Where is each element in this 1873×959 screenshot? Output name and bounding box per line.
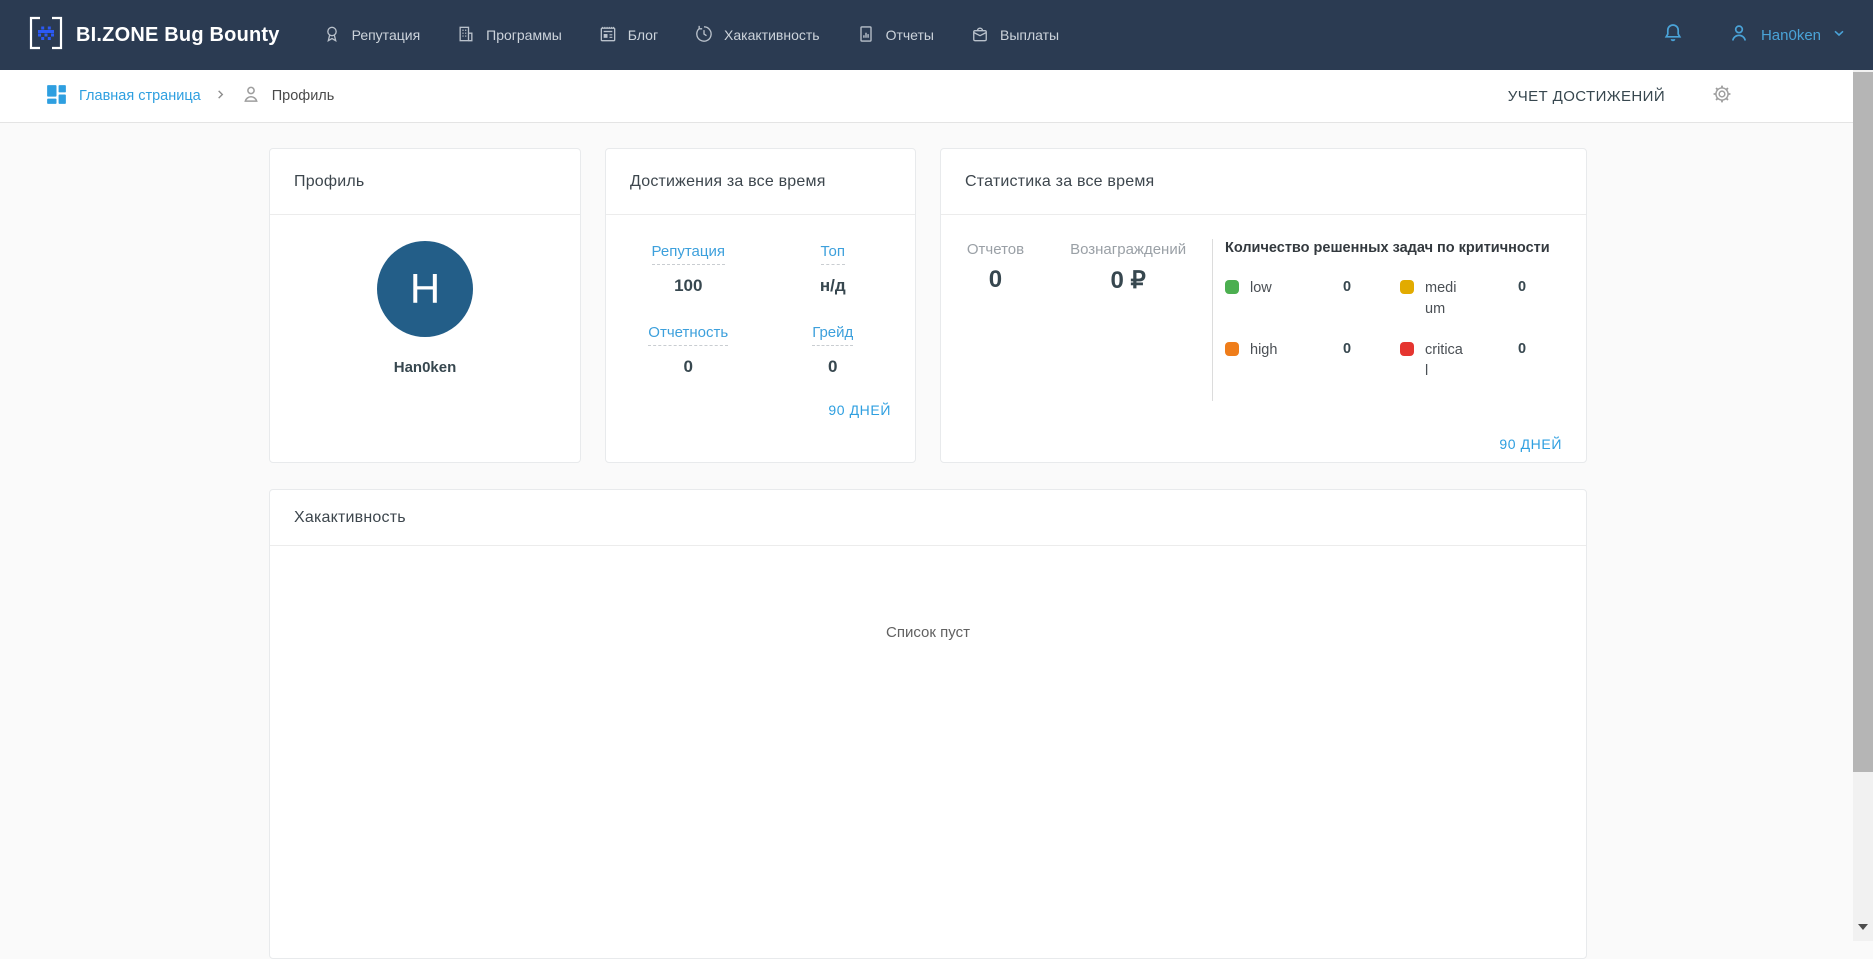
nav-item-label: Выплаты <box>999 27 1060 43</box>
empty-list-text: Список пуст <box>886 624 970 641</box>
chevron-down-icon <box>1831 25 1847 45</box>
avatar-letter: H <box>409 265 441 312</box>
username: Han0ken <box>1760 26 1821 44</box>
achievements-90-days-link[interactable]: 90 ДНЕЙ <box>828 402 891 418</box>
breadcrumb-right: УЧЕТ ДОСТИЖЕНИЙ <box>1508 83 1733 110</box>
user-menu[interactable]: Han0ken <box>1727 21 1847 49</box>
severity-count-medium: 0 <box>1518 278 1527 295</box>
building-icon <box>456 24 476 47</box>
breadcrumb-home-label: Главная страница <box>79 88 201 104</box>
breadcrumb-separator-icon <box>215 87 226 105</box>
profile-username: Han0ken <box>393 359 457 376</box>
statistics-card-title: Статистика за все время <box>965 172 1155 190</box>
metric-label-top[interactable]: Топ <box>820 243 845 265</box>
counter-reports: Отчетов 0 <box>967 241 1024 295</box>
severity-item-low: low <box>1225 278 1343 320</box>
newspaper-icon <box>598 24 618 47</box>
hackactivity-card-title: Хакактивность <box>294 508 406 526</box>
severity-count-low: 0 <box>1343 278 1352 295</box>
vertical-divider <box>1212 239 1213 401</box>
counter-rewards-value: 0 ₽ <box>1110 267 1146 294</box>
notifications-bell-icon[interactable] <box>1661 21 1685 50</box>
severity-title: Количество решенных задач по критичности <box>1225 240 1550 256</box>
achievements-accounting-link[interactable]: УЧЕТ ДОСТИЖЕНИЙ <box>1507 87 1665 105</box>
statistics-body: Отчетов 0 Вознаграждений 0 ₽ Количество … <box>941 215 1586 463</box>
scrollbar-thumb[interactable] <box>1853 72 1873 772</box>
metric-label-reporting[interactable]: Отчетность <box>648 324 729 346</box>
history-icon <box>694 24 714 47</box>
severity-label-low: low <box>1250 279 1272 296</box>
nav-item-reputation[interactable]: Репутация <box>322 24 421 47</box>
counter-rewards: Вознаграждений 0 ₽ <box>1070 241 1186 295</box>
metric-label-grade[interactable]: Грейд <box>812 324 854 346</box>
metric-value-top: н/д <box>819 276 846 295</box>
severity-swatch-critical <box>1400 341 1414 356</box>
briefcase-icon <box>970 24 990 47</box>
counter-reports-label: Отчетов <box>966 241 1025 258</box>
severity-swatch-medium <box>1400 279 1414 294</box>
top-navbar: BI.ZONE Bug Bounty Репутация Программы <box>0 0 1873 70</box>
severity-swatch-high <box>1225 341 1239 356</box>
metric-value-reputation: 100 <box>674 276 703 295</box>
report-document-icon <box>856 24 876 47</box>
achievements-grid: Репутация 100 Топ н/д Отчетность 0 Грейд… <box>606 215 915 377</box>
severity-swatch-low <box>1225 279 1239 294</box>
nav-item-payouts[interactable]: Выплаты <box>970 24 1059 47</box>
counter-reports-value: 0 <box>988 266 1003 293</box>
metric-label-reputation[interactable]: Репутация <box>651 243 725 265</box>
main-content: Профиль H Han0ken Достижения за все врем… <box>269 148 1587 959</box>
metric-reputation: Репутация 100 <box>616 243 761 296</box>
severity-label-medium: medium <box>1425 279 1457 317</box>
severity-count-critical: 0 <box>1518 340 1527 357</box>
metric-reporting: Отчетность 0 <box>616 324 761 377</box>
severity-item-high: high <box>1225 340 1343 382</box>
hackactivity-card: Хакактивность Список пуст <box>269 489 1587 959</box>
metric-top: Топ н/д <box>761 243 906 296</box>
nav-item-label: Блог <box>627 27 659 43</box>
profile-card: Профиль H Han0ken <box>269 148 581 463</box>
nav-item-blog[interactable]: Блог <box>598 24 658 47</box>
brand-logo[interactable]: BI.ZONE Bug Bounty <box>26 13 280 58</box>
nav-item-programs[interactable]: Программы <box>456 24 562 47</box>
nav-item-label: Отчеты <box>885 27 934 43</box>
brand-title: BI.ZONE Bug Bounty <box>76 23 280 46</box>
scrollbar-down-arrow[interactable] <box>1853 919 1873 935</box>
statistics-card: Статистика за все время Отчетов 0 Вознаг… <box>940 148 1587 463</box>
breadcrumb-current-label: Профиль <box>271 88 335 104</box>
breadcrumb-bar: Главная страница Профиль УЧЕТ ДОСТИЖЕНИЙ <box>0 70 1873 123</box>
nav-item-label: Хакактивность <box>724 27 820 43</box>
metric-value-grade: 0 <box>828 357 838 376</box>
profile-card-title: Профиль <box>294 172 365 190</box>
profile-person-icon <box>240 83 262 109</box>
statistics-90-days-link[interactable]: 90 ДНЕЙ <box>1499 436 1562 452</box>
dashboard-grid-icon <box>44 82 69 111</box>
gear-icon[interactable] <box>1711 83 1733 110</box>
severity-item-critical: critical <box>1400 340 1518 382</box>
severity-label-high: high <box>1250 341 1278 358</box>
user-avatar-icon <box>1727 21 1751 49</box>
severity-grid: low 0 medium 0 high 0 <box>1225 278 1565 382</box>
severity-label-critical: critical <box>1425 341 1463 379</box>
vertical-scrollbar[interactable] <box>1853 70 1873 941</box>
medal-icon <box>322 24 342 47</box>
breadcrumb-home-link[interactable]: Главная страница <box>44 82 201 111</box>
main-nav: Репутация Программы Блог <box>322 24 1059 47</box>
metric-grade: Грейд 0 <box>761 324 906 377</box>
breadcrumb: Главная страница Профиль <box>44 82 334 111</box>
severity-count-high: 0 <box>1343 340 1352 357</box>
counter-rewards-label: Вознаграждений <box>1070 241 1187 258</box>
achievements-card: Достижения за все время Репутация 100 То… <box>605 148 916 463</box>
nav-item-hackactivity[interactable]: Хакактивность <box>694 24 820 47</box>
nav-item-label: Программы <box>486 27 562 43</box>
navbar-right: Han0ken <box>1661 21 1847 50</box>
severity-item-medium: medium <box>1400 278 1518 320</box>
bizone-bug-logo-icon <box>26 13 66 58</box>
achievements-card-title: Достижения за все время <box>630 172 826 190</box>
breadcrumb-current: Профиль <box>240 83 335 109</box>
avatar[interactable]: H <box>377 241 473 337</box>
severity-section: Количество решенных задач по критичности… <box>1225 239 1565 382</box>
nav-item-label: Репутация <box>351 27 421 43</box>
metric-value-reporting: 0 <box>683 357 693 376</box>
nav-item-reports[interactable]: Отчеты <box>856 24 934 47</box>
